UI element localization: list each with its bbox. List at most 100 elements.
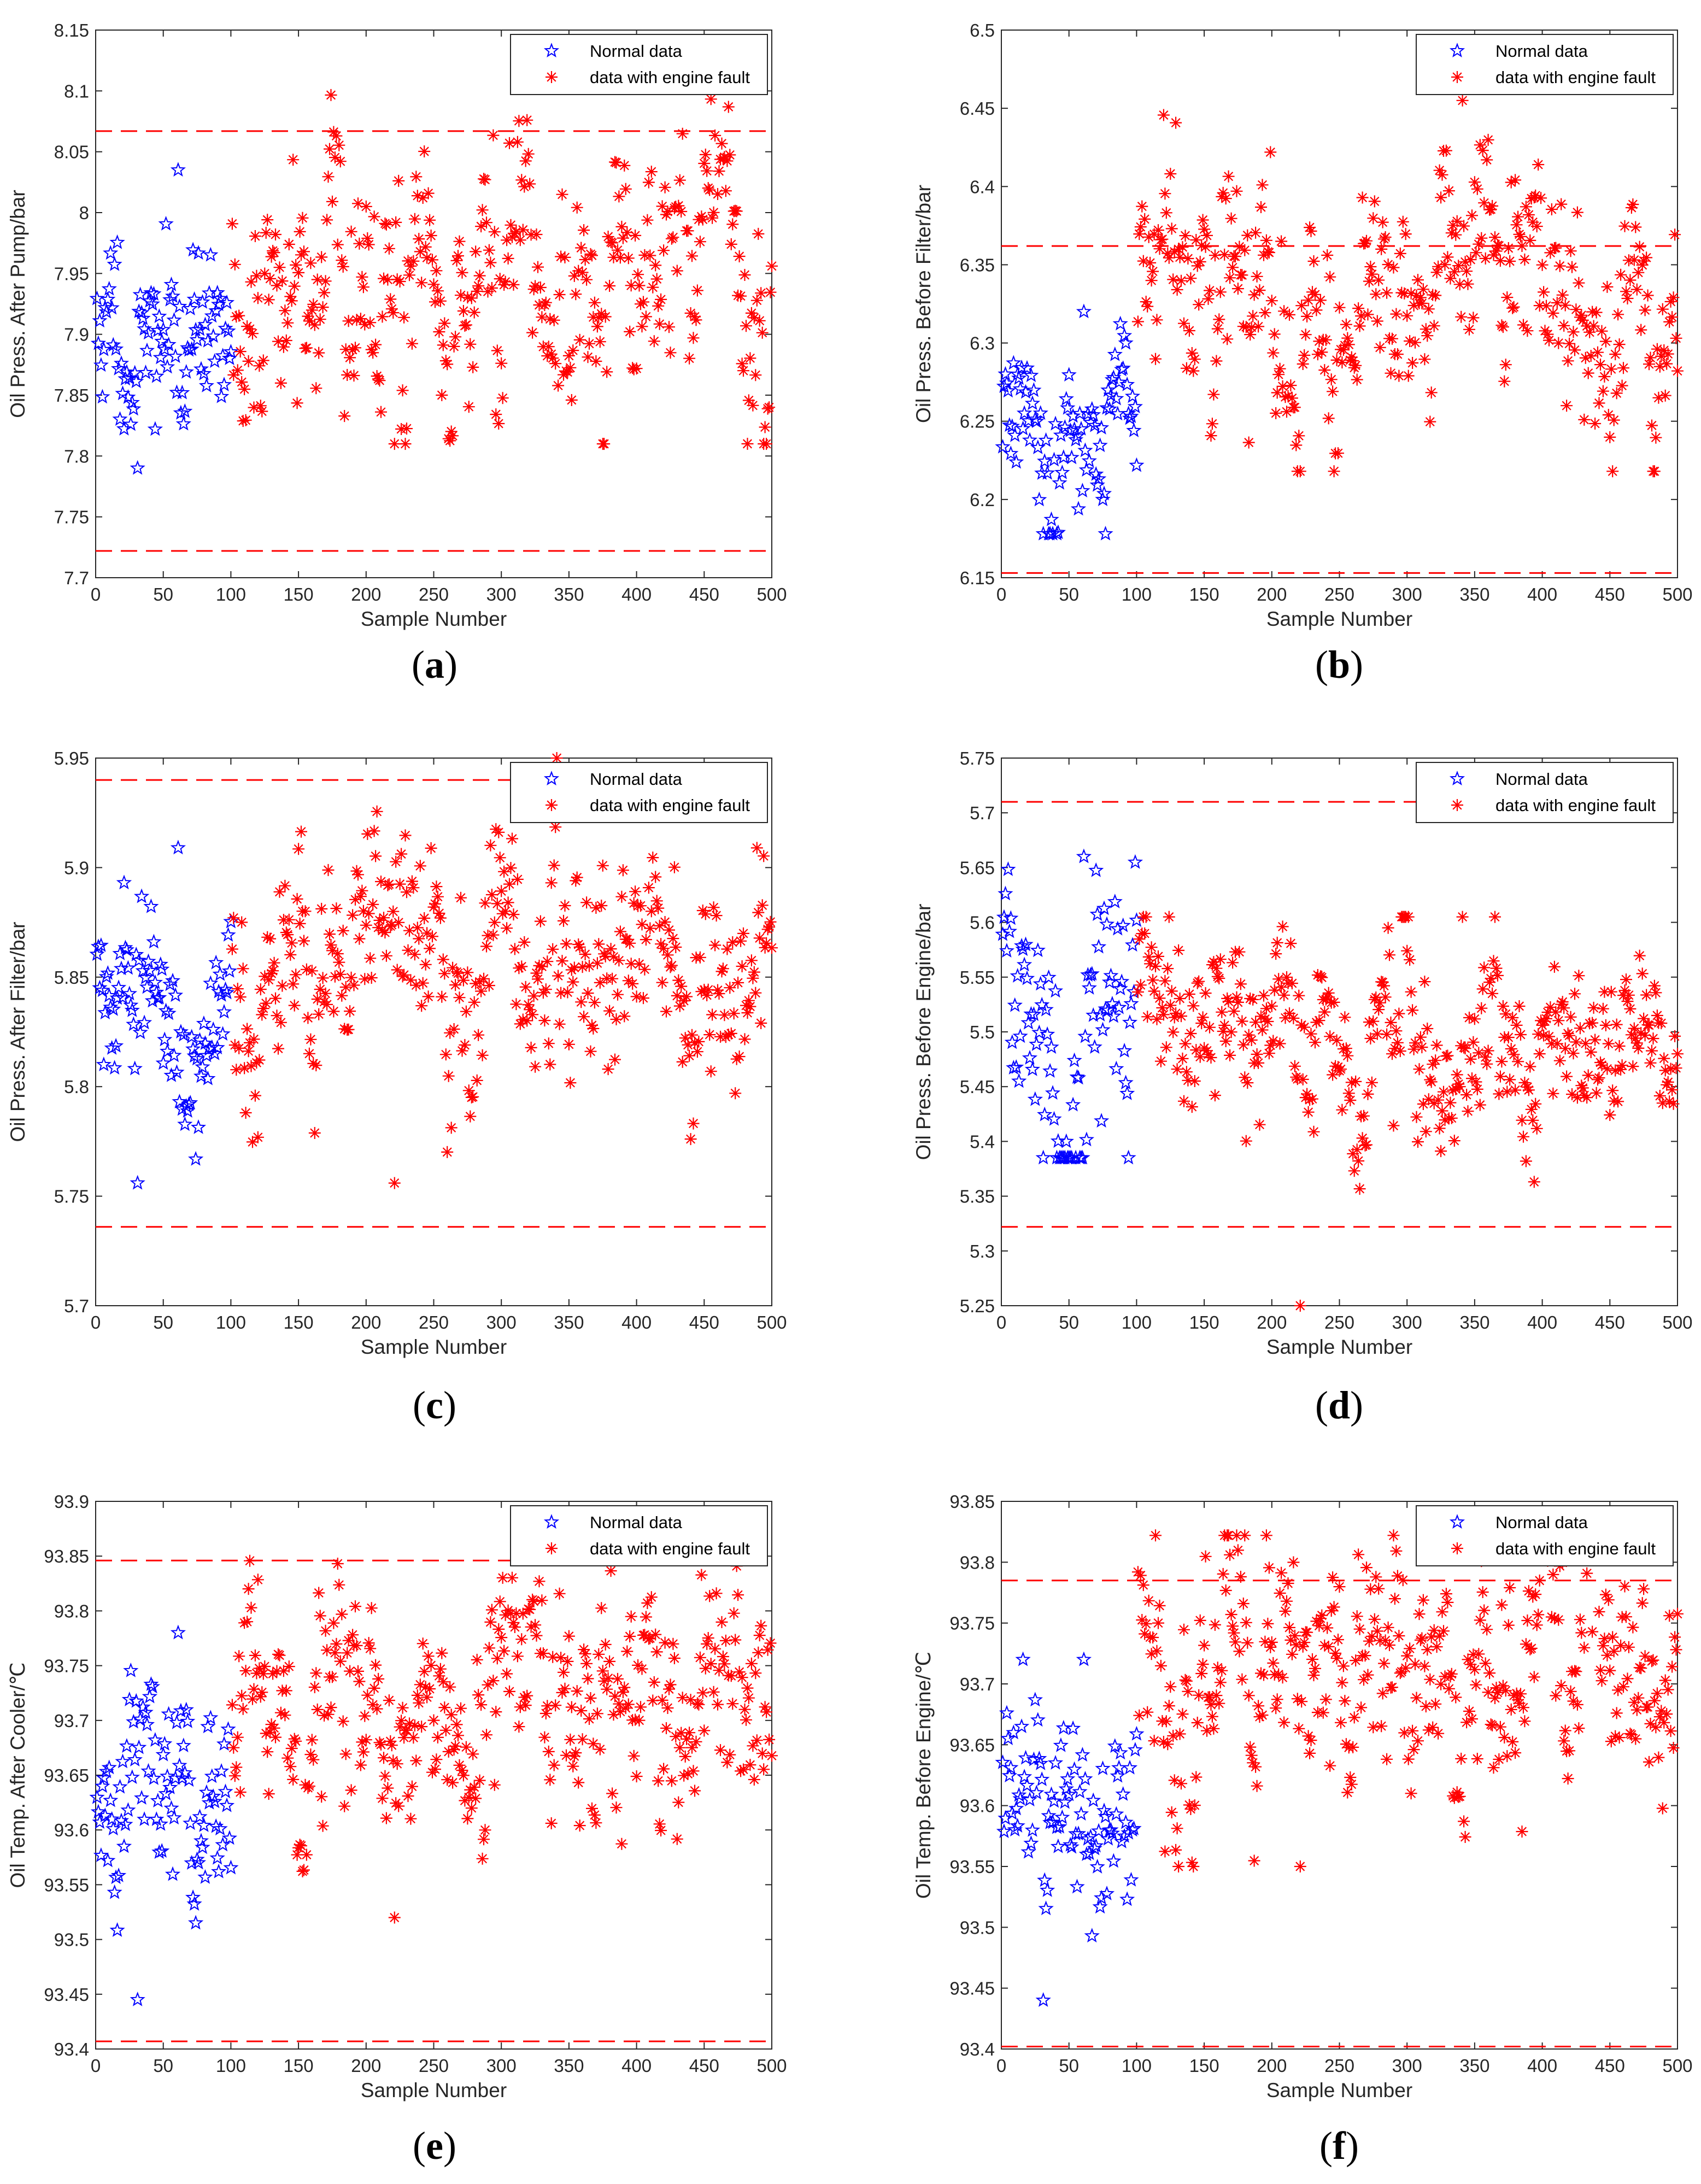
data-point-fault bbox=[296, 212, 309, 224]
x-axis-label: Sample Number bbox=[361, 1336, 507, 1358]
data-point-fault bbox=[1156, 233, 1169, 245]
data-point-fault bbox=[663, 924, 675, 936]
data-point-fault bbox=[283, 913, 295, 926]
data-point-fault bbox=[737, 927, 749, 940]
data-point-fault bbox=[761, 1643, 774, 1656]
data-point-normal bbox=[1016, 956, 1033, 972]
data-point-normal bbox=[123, 416, 139, 431]
data-point-fault bbox=[1186, 1101, 1198, 1113]
data-point-fault bbox=[1501, 1750, 1514, 1763]
data-point-normal bbox=[1075, 1149, 1090, 1165]
data-point-fault bbox=[1509, 1084, 1522, 1096]
data-point-fault bbox=[1345, 351, 1358, 363]
data-point-fault bbox=[287, 1773, 300, 1786]
data-point-fault bbox=[1364, 1032, 1377, 1044]
data-point-fault bbox=[442, 1070, 455, 1082]
data-point-fault bbox=[1183, 988, 1195, 1000]
data-point-fault bbox=[707, 901, 720, 914]
data-point-fault bbox=[238, 1062, 251, 1075]
data-point-fault bbox=[1578, 413, 1591, 426]
panel-caption: (b) bbox=[1315, 643, 1363, 686]
data-point-fault bbox=[488, 916, 501, 929]
data-point-normal bbox=[1112, 1745, 1128, 1760]
data-point-fault bbox=[1501, 1085, 1514, 1098]
data-point-fault bbox=[387, 1754, 400, 1767]
data-point-fault bbox=[1217, 1025, 1229, 1037]
data-point-fault bbox=[702, 1632, 714, 1644]
data-point-fault bbox=[475, 985, 488, 997]
data-point-fault bbox=[445, 1709, 457, 1721]
data-point-fault bbox=[272, 1042, 284, 1055]
data-point-fault bbox=[450, 1718, 463, 1731]
data-point-fault bbox=[1648, 465, 1661, 478]
y-axis-label: Oil Press. Before Engine/bar bbox=[912, 904, 935, 1160]
data-point-fault bbox=[1279, 1605, 1292, 1617]
data-point-fault bbox=[1141, 1011, 1154, 1023]
data-point-fault bbox=[337, 924, 349, 937]
data-point-normal bbox=[128, 1693, 144, 1708]
data-point-normal bbox=[220, 927, 236, 942]
data-point-fault bbox=[475, 1699, 488, 1711]
data-point-fault bbox=[468, 996, 480, 1008]
data-point-fault bbox=[1463, 323, 1475, 336]
x-tick-label: 250 bbox=[419, 584, 449, 604]
data-point-fault bbox=[503, 1685, 515, 1698]
data-point-fault bbox=[1509, 1747, 1522, 1759]
data-point-fault bbox=[414, 1678, 426, 1691]
data-point-normal bbox=[147, 974, 163, 989]
x-tick-label: 450 bbox=[689, 584, 719, 604]
data-point-fault bbox=[607, 950, 620, 963]
data-point-fault bbox=[1242, 1689, 1255, 1702]
data-point-fault bbox=[622, 252, 635, 265]
data-point-fault bbox=[372, 1672, 385, 1685]
data-point-normal bbox=[113, 355, 130, 371]
data-point-fault bbox=[1430, 1039, 1443, 1052]
data-point-fault bbox=[1470, 1678, 1482, 1691]
data-point-fault bbox=[261, 214, 274, 226]
data-point-fault bbox=[1641, 1701, 1654, 1713]
data-point-fault bbox=[1481, 1623, 1493, 1636]
data-point-fault bbox=[1659, 389, 1671, 402]
data-point-fault bbox=[655, 293, 667, 306]
data-point-fault bbox=[269, 992, 281, 1005]
data-point-fault bbox=[1339, 1695, 1351, 1707]
data-point-fault bbox=[487, 1675, 500, 1687]
data-point-fault bbox=[555, 1652, 567, 1664]
data-point-fault bbox=[354, 1759, 367, 1771]
data-point-fault bbox=[398, 311, 410, 324]
data-point-fault bbox=[1536, 1019, 1549, 1031]
data-point-fault bbox=[510, 226, 523, 238]
data-point-fault bbox=[1444, 1670, 1457, 1683]
data-point-fault bbox=[1134, 979, 1147, 991]
x-tick-label: 250 bbox=[1324, 1312, 1354, 1332]
data-point-fault bbox=[285, 937, 298, 949]
data-point-fault bbox=[655, 1824, 667, 1837]
data-point-fault bbox=[1222, 170, 1235, 183]
data-point-fault bbox=[1295, 1695, 1308, 1708]
data-point-fault bbox=[526, 1008, 539, 1021]
data-point-normal bbox=[1110, 920, 1125, 936]
x-tick-label: 400 bbox=[621, 1312, 652, 1332]
data-point-fault bbox=[239, 1665, 252, 1677]
data-point-fault bbox=[1421, 1023, 1434, 1035]
data-point-fault bbox=[578, 1011, 590, 1023]
data-point-fault bbox=[1525, 192, 1538, 205]
data-point-fault bbox=[641, 214, 654, 226]
data-point-fault bbox=[1322, 412, 1335, 425]
data-point-fault bbox=[565, 1701, 578, 1713]
data-point-fault bbox=[1402, 369, 1415, 382]
y-tick-label: 5.4 bbox=[970, 1131, 995, 1152]
data-point-fault bbox=[1421, 330, 1434, 342]
data-point-normal bbox=[1124, 388, 1141, 403]
data-point-fault bbox=[426, 254, 438, 266]
data-point-fault bbox=[1221, 333, 1234, 345]
data-point-fault bbox=[316, 972, 329, 984]
data-point-fault bbox=[250, 1667, 263, 1680]
data-point-fault bbox=[1627, 1621, 1639, 1634]
data-point-fault bbox=[645, 166, 658, 178]
data-point-fault bbox=[691, 1046, 703, 1058]
data-point-fault bbox=[429, 897, 441, 910]
data-point-normal bbox=[152, 349, 168, 365]
data-point-fault bbox=[284, 1760, 297, 1773]
data-point-fault bbox=[1476, 144, 1489, 157]
